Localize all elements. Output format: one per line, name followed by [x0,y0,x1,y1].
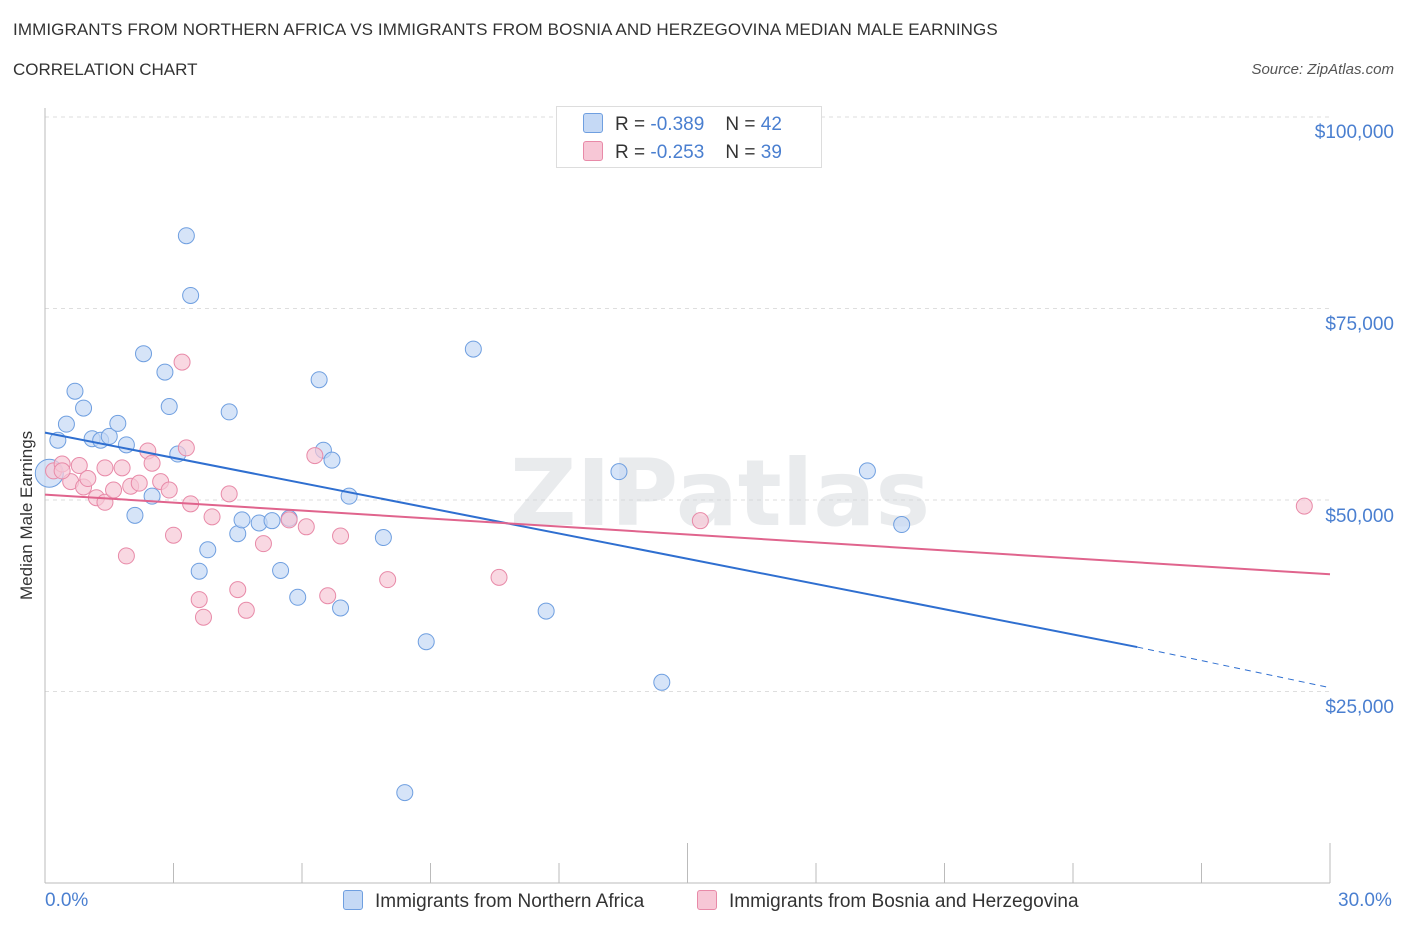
data-point [130,474,148,492]
legend-swatch-blue [583,113,603,133]
data-point [272,561,290,579]
data-point [165,526,182,544]
trend-line-0 [44,431,1138,649]
data-point [610,463,628,481]
data-point [379,571,397,589]
data-point [194,608,212,626]
data-point [297,518,315,536]
data-point [1295,497,1313,515]
legend-item-northern-africa[interactable]: Immigrants from Northern Africa [343,890,644,913]
stats-legend: R = -0.389 N = 42 R = -0.253 N = 39 [556,106,822,168]
legend-swatch-pink [583,141,603,161]
y-tick-label-75000: $75,000 [1325,314,1394,335]
data-point [190,562,208,580]
chart-source: Source: ZipAtlas.com [1251,61,1394,78]
data-point [190,591,208,609]
y-tick-label-100000: $100,000 [1314,122,1394,143]
data-point [173,353,191,371]
legend-swatch-pink [697,890,717,910]
data-point [96,459,114,477]
data-point [66,382,84,400]
data-point [417,633,435,651]
chart-title: IMMIGRANTS FROM NORTHERN AFRICA VS IMMIG… [13,20,998,39]
data-point [254,535,272,553]
data-point [289,588,307,606]
legend-item-bosnia[interactable]: Immigrants from Bosnia and Herzegovina [697,890,1079,913]
data-point [893,516,911,534]
legend-row-northern-africa: R = -0.389 N = 42 [583,113,782,136]
data-point [319,587,337,605]
data-point [156,363,174,381]
data-point [691,512,709,530]
x-tick-label-max: 30.0% [1338,890,1392,911]
data-point [220,485,238,503]
data-point [537,602,555,620]
data-point [126,506,144,524]
data-point [332,527,350,545]
data-point [75,399,93,417]
data-point [332,599,350,617]
data-point [858,462,876,480]
x-tick-label-min: 0.0% [45,890,89,911]
data-point [396,784,414,802]
data-point [310,371,328,389]
data-point [182,286,200,304]
trend-lines [44,431,1331,689]
data-point [323,451,341,469]
trend-line-1 [44,493,1331,576]
data-point [229,581,247,599]
data-point [233,511,251,529]
data-point [113,459,131,477]
chart-subtitle: CORRELATION CHART [13,60,198,79]
gridlines [45,116,1330,692]
legend-row-bosnia: R = -0.253 N = 39 [583,141,782,164]
legend-swatch-blue [343,890,363,910]
data-point [280,511,298,529]
data-point [53,462,71,480]
data-point [464,340,482,358]
data-point [306,447,324,465]
data-point [263,512,281,530]
data-point [177,439,195,457]
trend-line-extension-0 [1137,646,1331,689]
data-point [70,457,88,475]
data-point [79,470,97,488]
data-point [653,673,671,691]
data-point [199,541,217,559]
data-point [160,398,178,416]
data-point [135,345,153,363]
watermark: ZIPatlas [510,440,930,547]
data-point [177,227,195,245]
data-point [160,481,178,499]
data-point [105,481,123,499]
data-point [57,415,75,433]
data-point [109,414,127,432]
data-point [490,568,508,586]
data-point [203,508,221,526]
data-point [143,454,161,472]
data-point [374,529,392,547]
y-axis-label: Median Male Earnings [17,430,36,600]
y-tick-label-25000: $25,000 [1325,697,1394,718]
y-tick-label-50000: $50,000 [1325,506,1394,527]
series-bosnia-points [45,353,1313,626]
data-point [237,601,255,619]
data-point [220,403,238,421]
data-point [117,547,135,565]
